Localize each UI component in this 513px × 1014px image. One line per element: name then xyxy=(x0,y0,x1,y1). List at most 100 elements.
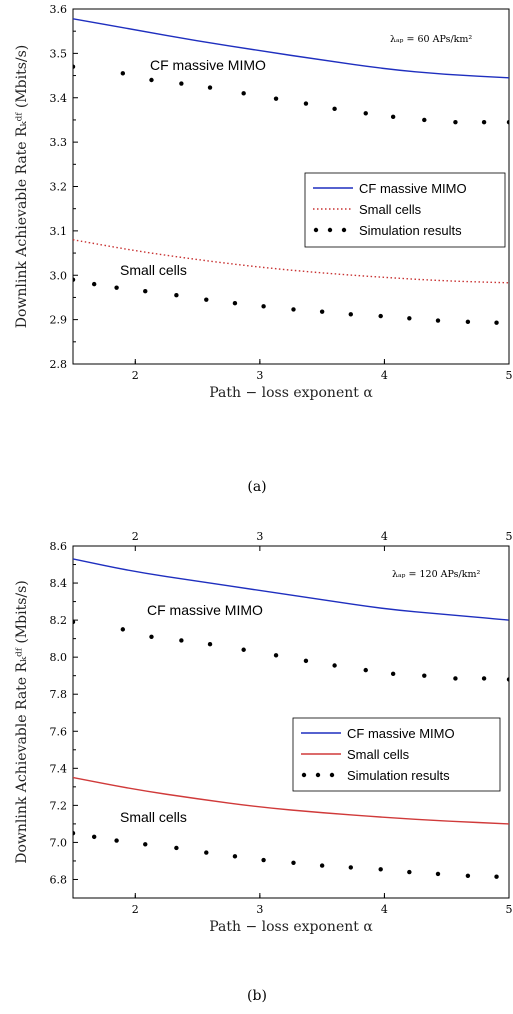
y-tick-label: 3.1 xyxy=(50,225,68,238)
simulation-point xyxy=(506,677,509,682)
y-tick-label: 8.0 xyxy=(50,651,68,664)
y-tick-label: 3.5 xyxy=(50,47,68,60)
x-tick-label: 4 xyxy=(381,903,388,916)
simulation-point xyxy=(179,638,184,643)
simulation-point xyxy=(241,647,246,652)
y-tick-label: 2.9 xyxy=(50,314,68,327)
top-x-tick-label: 4 xyxy=(381,530,388,543)
simulation-point xyxy=(363,111,368,116)
simulation-point xyxy=(348,865,353,870)
y-tick-label: 7.2 xyxy=(50,799,68,812)
simulation-point xyxy=(232,301,238,306)
simulation-point xyxy=(143,289,148,294)
simulation-point xyxy=(465,319,471,325)
simulation-point xyxy=(179,81,184,86)
x-axis-label: Path − loss exponent α xyxy=(209,385,373,401)
simulation-point xyxy=(261,857,266,863)
legend-marker xyxy=(329,772,335,778)
simulation-point xyxy=(91,281,97,287)
top-x-tick-label: 5 xyxy=(506,530,513,543)
legend-marker xyxy=(301,772,307,778)
simulation-point xyxy=(453,676,458,681)
chart-panel-b: 6.8 7.0 7.2 7.4 7.6 7.8 8.0 8.2 8.4 8.6 2 2 3 3 4 4 5 5 Pa… xyxy=(14,530,513,1004)
simulation-point xyxy=(273,653,279,658)
y-axis-label: Downlink Achievable Rate Rₖᵈᶠ (Mbits/s) xyxy=(14,45,30,329)
simulation-point xyxy=(291,307,296,312)
legend-marker xyxy=(341,227,347,233)
simulation-point xyxy=(241,91,246,96)
simulation-point xyxy=(204,297,209,302)
y-tick-label: 3.2 xyxy=(50,181,68,194)
y-tick-label: 7.0 xyxy=(50,836,68,849)
simulation-point xyxy=(120,627,126,632)
simulation-point xyxy=(149,634,154,639)
simulation-point xyxy=(91,834,97,840)
simulation-point xyxy=(303,101,309,106)
density-note: λₐₚ = 120 APs/km² xyxy=(392,569,480,580)
legend-label: Small cells xyxy=(347,747,410,762)
simulation-point xyxy=(291,860,296,865)
y-tick-label: 3.0 xyxy=(50,269,68,282)
simulation-point xyxy=(319,863,325,868)
legend-marker xyxy=(327,227,333,233)
legend-label: Small cells xyxy=(359,202,422,217)
cf-massive-mimo-annotation: CF massive MIMO xyxy=(150,57,266,73)
y-tick-label: 6.8 xyxy=(50,873,68,886)
simulation-point xyxy=(506,119,509,125)
simulation-point xyxy=(73,830,76,836)
simulation-point xyxy=(261,304,266,309)
simulation-point xyxy=(120,71,126,76)
y-axis-label: Downlink Achievable Rate Rₖᵈᶠ (Mbits/s) xyxy=(14,580,30,864)
top-x-tick-label: 2 xyxy=(132,530,139,543)
y-tick-label: 3.4 xyxy=(50,92,68,105)
x-tick-label: 3 xyxy=(256,903,263,916)
x-tick-label: 4 xyxy=(381,369,388,382)
series-group xyxy=(73,558,509,879)
simulation-point xyxy=(174,845,179,851)
top-x-tick-label: 3 xyxy=(256,530,263,543)
simulation-point xyxy=(494,874,499,879)
x-tick-label: 5 xyxy=(506,369,513,382)
small-cells-annotation: Small cells xyxy=(120,809,187,825)
simulation-point xyxy=(143,842,148,847)
simulation-point xyxy=(435,318,441,323)
simulation-point xyxy=(363,667,368,673)
cf-massive-mimo-line xyxy=(73,558,509,621)
simulation-point xyxy=(453,119,458,125)
simulation-point xyxy=(204,850,209,855)
simulation-point xyxy=(273,96,279,101)
series-group xyxy=(73,18,509,325)
simulation-point xyxy=(73,619,76,625)
simulation-point xyxy=(174,293,179,298)
y-tick-label: 7.8 xyxy=(50,688,68,701)
x-tick-label: 2 xyxy=(132,369,139,382)
y-tick-label: 3.6 xyxy=(50,3,68,16)
simulation-point xyxy=(207,85,213,90)
simulation-point xyxy=(114,285,119,290)
legend-marker xyxy=(313,227,319,233)
panel-caption: (a) xyxy=(247,479,266,495)
legend-label: Simulation results xyxy=(347,768,450,783)
x-axis-label: Path − loss exponent α xyxy=(209,919,373,935)
legend-label: CF massive MIMO xyxy=(347,726,455,741)
simulation-point xyxy=(332,106,337,112)
y-tick-label: 8.6 xyxy=(50,540,68,553)
small-cells-annotation: Small cells xyxy=(120,262,187,278)
simulation-point xyxy=(149,77,154,83)
x-tick-label: 3 xyxy=(256,369,263,382)
simulation-point xyxy=(407,869,412,875)
simulation-point xyxy=(114,838,119,843)
legend: CF massive MIMO Small cells Simulation res… xyxy=(304,172,506,248)
panel-caption: (b) xyxy=(247,988,267,1004)
simulation-point xyxy=(303,658,309,664)
simulation-point xyxy=(390,114,396,120)
simulation-point xyxy=(481,119,487,125)
simulation-point xyxy=(435,871,441,877)
cf-massive-mimo-annotation: CF massive MIMO xyxy=(147,602,263,618)
simulation-point xyxy=(481,676,487,681)
x-tick-label: 5 xyxy=(506,903,513,916)
simulation-point xyxy=(494,320,499,325)
legend-label: Simulation results xyxy=(359,223,462,238)
legend-box xyxy=(304,172,506,248)
